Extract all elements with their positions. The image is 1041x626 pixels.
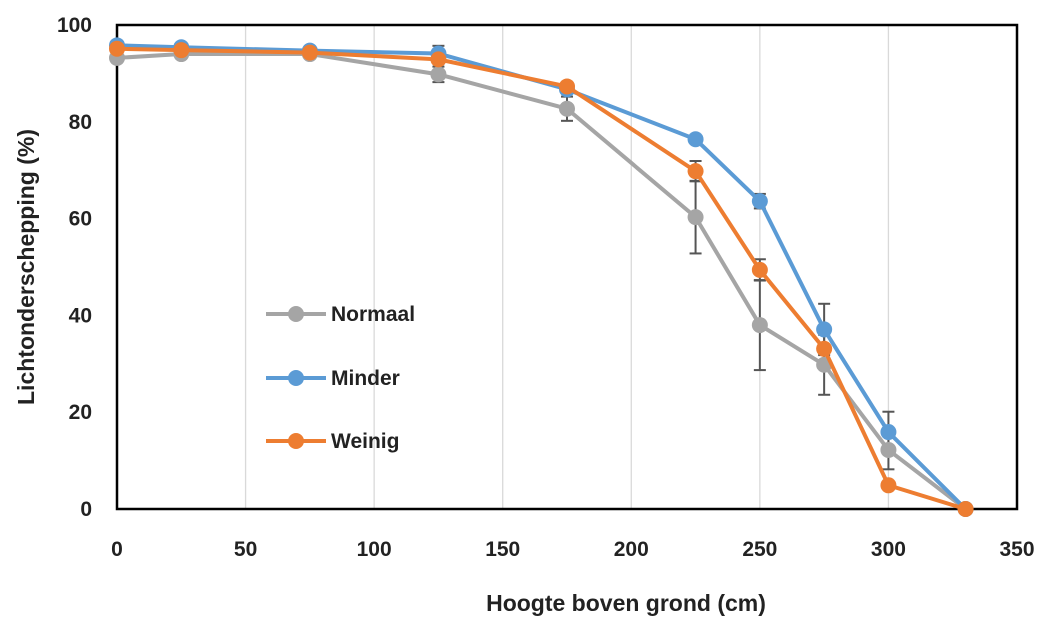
data-point bbox=[880, 424, 897, 441]
series-line bbox=[116, 43, 967, 511]
legend-label: Minder bbox=[331, 367, 400, 390]
x-tick-label: 50 bbox=[234, 538, 257, 561]
series-line bbox=[116, 46, 967, 511]
data-point bbox=[880, 477, 897, 494]
series-lines bbox=[109, 37, 974, 517]
series-normaal bbox=[109, 46, 974, 517]
data-point bbox=[751, 261, 768, 278]
x-axis-ticks: 0 50 100 150 200 250 300 350 bbox=[111, 538, 1034, 561]
data-point bbox=[301, 44, 318, 61]
legend-item-normaal: Normaal bbox=[266, 303, 415, 326]
series-minder bbox=[109, 37, 974, 517]
data-point bbox=[687, 209, 704, 226]
data-point bbox=[559, 100, 575, 117]
y-tick-label: 40 bbox=[69, 304, 92, 327]
x-tick-label: 250 bbox=[742, 538, 777, 561]
x-tick-label: 100 bbox=[357, 538, 392, 561]
data-point bbox=[816, 340, 833, 357]
data-point bbox=[430, 51, 447, 68]
data-point bbox=[687, 163, 704, 180]
series-weinig bbox=[109, 40, 974, 517]
legend-item-minder: Minder bbox=[266, 367, 400, 390]
data-point bbox=[173, 42, 190, 59]
data-point bbox=[957, 501, 974, 517]
x-tick-label: 0 bbox=[111, 538, 123, 561]
legend-label: Normaal bbox=[331, 303, 415, 326]
y-tick-label: 80 bbox=[69, 111, 92, 134]
data-point bbox=[816, 321, 833, 338]
data-point bbox=[687, 131, 704, 148]
x-tick-label: 350 bbox=[999, 538, 1034, 561]
legend-marker bbox=[288, 433, 304, 449]
data-point bbox=[880, 441, 897, 458]
data-point bbox=[559, 78, 575, 95]
legend: Normaal Minder Weinig bbox=[266, 303, 415, 453]
legend-marker bbox=[288, 306, 304, 322]
data-point bbox=[751, 193, 768, 210]
x-axis-title: Hoogte boven grond (cm) bbox=[486, 590, 766, 616]
data-point bbox=[109, 40, 125, 57]
data-point bbox=[430, 66, 447, 83]
legend-marker bbox=[288, 370, 304, 386]
error-bars bbox=[432, 44, 895, 471]
x-tick-label: 200 bbox=[614, 538, 649, 561]
series-line bbox=[116, 52, 967, 511]
y-tick-label: 0 bbox=[80, 498, 92, 521]
legend-item-weinig: Weinig bbox=[266, 430, 399, 453]
plot-area-frame bbox=[115, 23, 1019, 511]
y-tick-label: 100 bbox=[57, 14, 92, 37]
y-tick-label: 60 bbox=[69, 208, 92, 231]
legend-label: Weinig bbox=[331, 430, 399, 453]
y-tick-label: 20 bbox=[69, 401, 92, 424]
x-tick-label: 300 bbox=[871, 538, 906, 561]
x-tick-label: 150 bbox=[485, 538, 520, 561]
data-point bbox=[751, 317, 768, 334]
y-axis-ticks: 0 20 40 60 80 100 bbox=[57, 14, 92, 521]
y-axis-title: Lichtonderschepping (%) bbox=[13, 129, 39, 405]
